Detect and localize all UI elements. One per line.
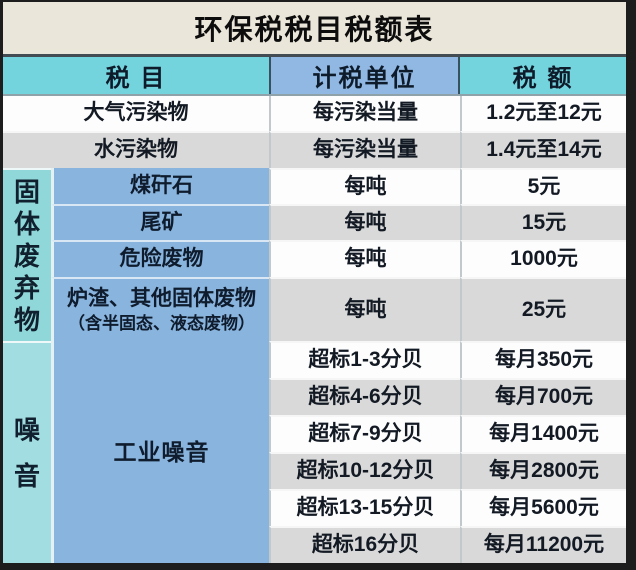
group-noise-label: 噪音 xyxy=(13,415,40,491)
cell-amount-water: 1.4元至14元 xyxy=(460,131,626,168)
cell-item-tailings: 尾矿 xyxy=(51,204,269,240)
cell-unit-tailings: 每吨 xyxy=(269,204,460,240)
cell-unit-coal-gangue: 每吨 xyxy=(269,168,460,204)
group-solid-waste: 固体废弃物 xyxy=(3,168,51,341)
table-body: 大气污染物 每污染当量 1.2元至12元 水污染物 每污染当量 1.4元至14元… xyxy=(3,96,626,563)
cell-unit-hazardous-waste: 每吨 xyxy=(269,240,460,277)
cell-amount-tailings: 15元 xyxy=(460,204,626,240)
header-tax-unit: 计税单位 xyxy=(269,57,460,94)
cell-unit-air: 每污染当量 xyxy=(269,96,460,131)
cell-amount-air: 1.2元至12元 xyxy=(460,96,626,131)
cell-amount-7-9db: 每月1400元 xyxy=(460,415,626,452)
cell-amount-hazardous-waste: 1000元 xyxy=(460,240,626,277)
cell-level-4-6db: 超标4-6分贝 xyxy=(269,378,460,415)
cell-item-slag: 炉渣、其他固体废物 （含半固态、液态废物） xyxy=(51,277,269,341)
group-solid-waste-label: 固体废弃物 xyxy=(13,176,40,335)
table-title: 环保税税目税额表 xyxy=(3,2,626,57)
table-header: 税 目 计税单位 税 额 xyxy=(3,57,626,96)
cell-amount-slag: 25元 xyxy=(460,277,626,341)
cell-unit-water: 每污染当量 xyxy=(269,131,460,168)
cell-amount-16db: 每月11200元 xyxy=(460,526,626,563)
header-tax-amount: 税 额 xyxy=(460,57,626,94)
cell-level-10-12db: 超标10-12分贝 xyxy=(269,452,460,489)
header-tax-item: 税 目 xyxy=(3,57,269,94)
cell-level-16db: 超标16分贝 xyxy=(269,526,460,563)
cell-item-slag-main: 炉渣、其他固体废物 xyxy=(67,286,256,310)
cell-unit-slag: 每吨 xyxy=(269,277,460,341)
cell-level-7-9db: 超标7-9分贝 xyxy=(269,415,460,452)
cell-item-slag-note: （含半固态、液态废物） xyxy=(68,313,255,333)
group-noise: 噪音 xyxy=(3,341,51,563)
cell-amount-10-12db: 每月2800元 xyxy=(460,452,626,489)
cell-level-13-15db: 超标13-15分贝 xyxy=(269,489,460,526)
cell-amount-13-15db: 每月5600元 xyxy=(460,489,626,526)
cell-amount-coal-gangue: 5元 xyxy=(460,168,626,204)
cell-amount-4-6db: 每月700元 xyxy=(460,378,626,415)
cell-amount-1-3db: 每月350元 xyxy=(460,341,626,378)
cell-item-air: 大气污染物 xyxy=(3,96,269,131)
cell-item-water: 水污染物 xyxy=(3,131,269,168)
cell-level-1-3db: 超标1-3分贝 xyxy=(269,341,460,378)
cell-item-coal-gangue: 煤矸石 xyxy=(51,168,269,204)
cell-item-hazardous-waste: 危险废物 xyxy=(51,240,269,277)
cell-industrial-noise: 工业噪音 xyxy=(51,341,269,563)
